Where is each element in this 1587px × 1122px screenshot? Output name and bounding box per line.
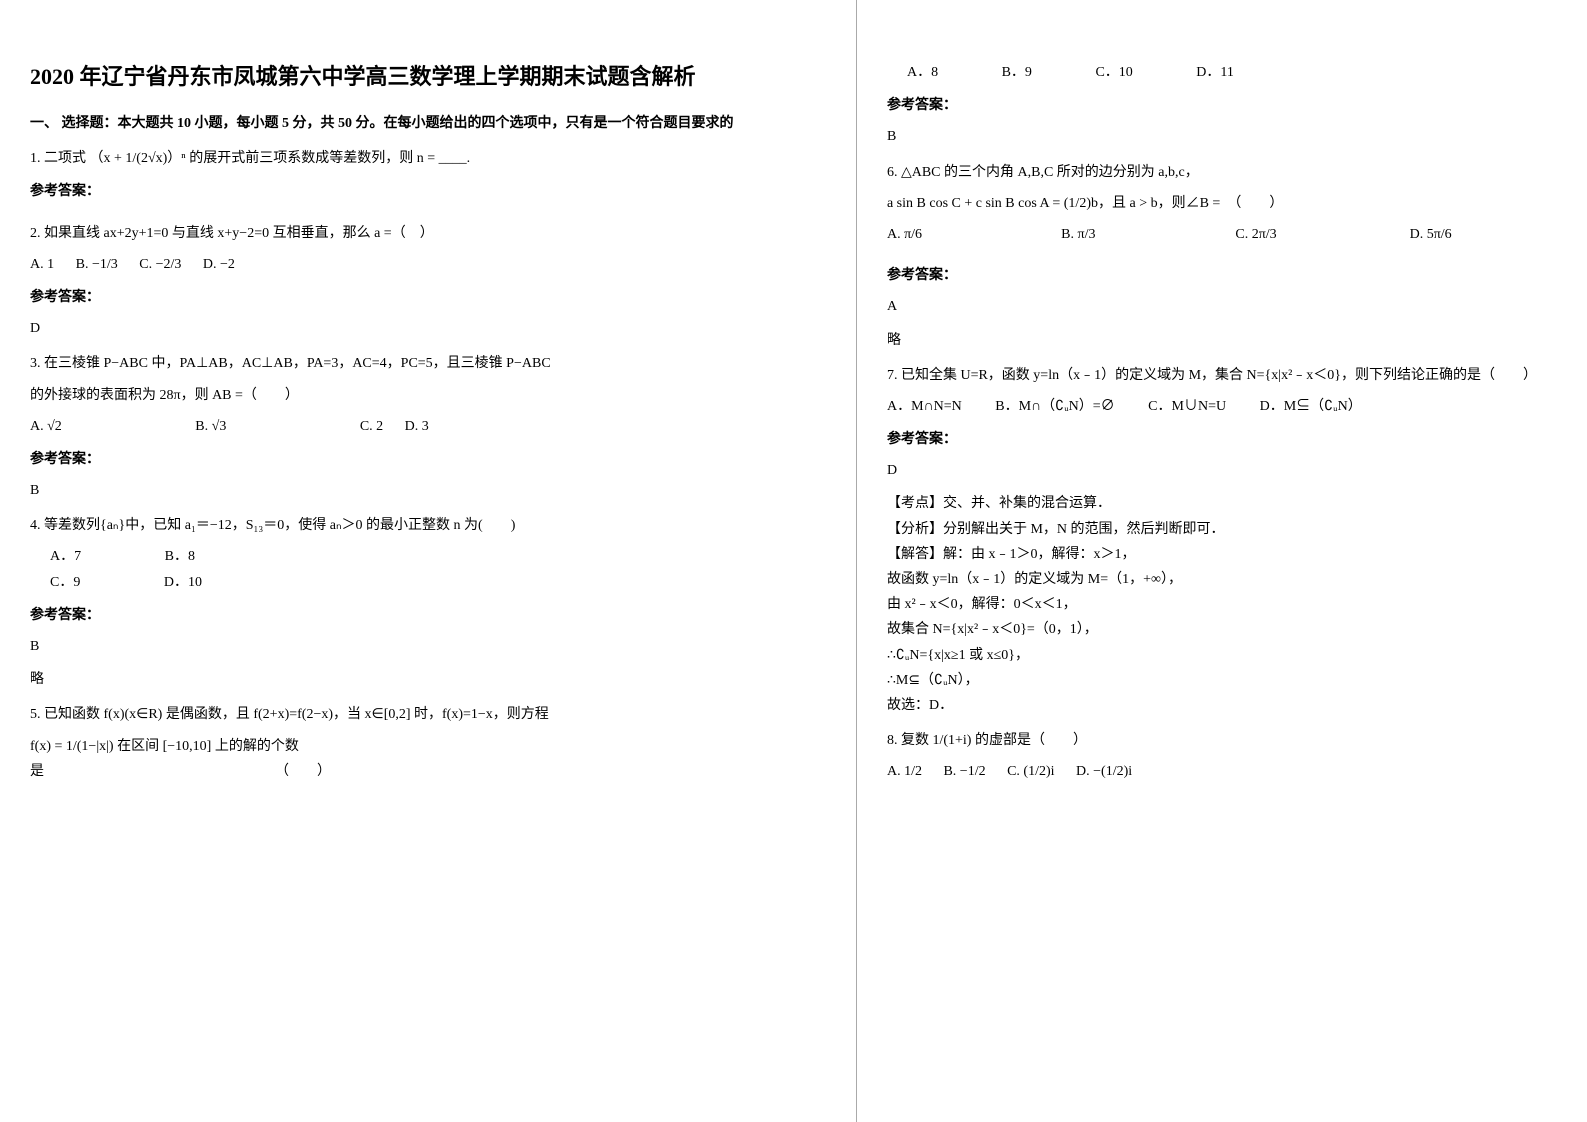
question-5-l3: 是 （ ） — [30, 759, 826, 784]
q3-optB: B. √3 — [195, 414, 226, 439]
question-1: 1. 二项式 （x + 1/(2√x)）ⁿ 的展开式前三项系数成等差数列，则 n… — [30, 146, 826, 171]
answer-label-4: 参考答案： — [30, 603, 826, 628]
q7-exp-analysis: 【分析】分别解出关于 M，N 的范围，然后判断即可． — [887, 517, 1557, 542]
q3-answer: B — [30, 478, 826, 503]
question-5-l1: 5. 已知函数 f(x)(x∈R) 是偶函数，且 f(2+x)=f(2−x)，当… — [30, 702, 826, 727]
question-2: 2. 如果直线 ax+2y+1=0 与直线 x+y−2=0 互相垂直，那么 a … — [30, 221, 826, 246]
q7-s2: 由 x²﹣x＜0，解得：0＜x＜1， — [887, 592, 1557, 617]
q7-s4: ∴∁ᵤN={x|x≥1 或 x≤0}， — [887, 643, 1557, 668]
page-title: 2020 年辽宁省丹东市凤城第六中学高三数学理上学期期末试题含解析 — [30, 60, 826, 93]
q5-answer: B — [887, 124, 1557, 149]
q5-optA: A．8 — [907, 60, 938, 85]
q3-optC: C. 2 — [360, 414, 383, 439]
q8-optA: A. 1/2 — [887, 759, 922, 784]
q6-optB: B. π/3 — [1061, 222, 1208, 247]
q8-optD: D. −(1/2)i — [1076, 759, 1132, 784]
q3-options: A. √2 B. √3 C. 2 D. 3 — [30, 414, 826, 439]
answer-label-3: 参考答案： — [30, 447, 826, 472]
q5-options: A．8 B．9 C．10 D．11 — [887, 60, 1557, 85]
answer-label-7: 参考答案： — [887, 427, 1557, 452]
q7-optD: D．M⊆（∁ᵤN） — [1260, 394, 1362, 419]
q3-optD: D. 3 — [405, 414, 429, 439]
q8-optB: B. −1/2 — [943, 759, 985, 784]
question-3-l2: 的外接球的表面积为 28π，则 AB =（ ） — [30, 383, 826, 408]
q7-s1: 故函数 y=ln（x﹣1）的定义域为 M=（1，+∞）， — [887, 567, 1557, 592]
q7-s3: 故集合 N={x|x²﹣x＜0}=（0，1）， — [887, 617, 1557, 642]
q2-optB: B. −1/3 — [76, 252, 118, 277]
q8-optC: C. (1/2)i — [1007, 759, 1054, 784]
q4-note: 略 — [30, 667, 826, 692]
q4-optD: D．10 — [164, 570, 202, 595]
q6-optD: D. 5π/6 — [1410, 222, 1557, 247]
q6-optC: C. 2π/3 — [1235, 222, 1382, 247]
q7-s6: 故选：D． — [887, 693, 1557, 718]
q1-formula: （x + 1/(2√x)）ⁿ — [90, 151, 186, 166]
q2-optC: C. −2/3 — [139, 252, 181, 277]
question-3-l1: 3. 在三棱锥 P−ABC 中，PA⊥AB，AC⊥AB，PA=3，AC=4，PC… — [30, 351, 826, 376]
answer-label-6: 参考答案： — [887, 263, 1557, 288]
q2-answer: D — [30, 316, 826, 341]
q5-optB: B．9 — [1002, 60, 1032, 85]
q7-optB: B．M∩（∁ᵤN）=∅ — [995, 394, 1114, 419]
answer-label-1: 参考答案： — [30, 179, 826, 204]
q4-optA: A．7 — [50, 544, 81, 569]
question-4: 4. 等差数列{aₙ}中，已知 a₁＝−12，S₁₃＝0，使得 aₙ＞0 的最小… — [30, 513, 826, 538]
q5-optC: C．10 — [1095, 60, 1132, 85]
q4-row1: A．7 B．8 — [30, 544, 826, 569]
question-6-l2: a sin B cos C + c sin B cos A = (1/2)b，且… — [887, 191, 1557, 216]
q4-optC: C．9 — [50, 570, 80, 595]
q7-options: A．M∩N=N B．M∩（∁ᵤN）=∅ C．M∪N=U D．M⊆（∁ᵤN） — [887, 394, 1557, 419]
q3-optA: A. √2 — [30, 414, 62, 439]
question-5-l2: f(x) = 1/(1−|x|) 在区间 [−10,10] 上的解的个数 — [30, 734, 826, 759]
q6-note: 略 — [887, 328, 1557, 353]
q1-pre: 1. 二项式 — [30, 151, 86, 166]
q1-post: 的展开式前三项系数成等差数列，则 n = ____. — [189, 151, 470, 166]
answer-label-2: 参考答案： — [30, 285, 826, 310]
q2-optA: A. 1 — [30, 252, 54, 277]
q6-answer: A — [887, 294, 1557, 319]
q4-optB: B．8 — [165, 544, 195, 569]
question-6-l1: 6. △ABC 的三个内角 A,B,C 所对的边分别为 a,b,c， — [887, 160, 1557, 185]
q4-row2: C．9 D．10 — [30, 570, 826, 595]
section-header: 一、 选择题：本大题共 10 小题，每小题 5 分，共 50 分。在每小题给出的… — [30, 111, 826, 136]
answer-label-5: 参考答案： — [887, 93, 1557, 118]
q7-answer: D — [887, 458, 1557, 483]
q2-optD: D. −2 — [203, 252, 235, 277]
q5-optD: D．11 — [1196, 60, 1234, 85]
q6-optA: A. π/6 — [887, 222, 1034, 247]
question-8: 8. 复数 1/(1+i) 的虚部是（ ） — [887, 728, 1557, 753]
q7-optC: C．M∪N=U — [1148, 394, 1226, 419]
q4-answer: B — [30, 634, 826, 659]
q2-options: A. 1 B. −1/3 C. −2/3 D. −2 — [30, 252, 826, 277]
q6-options: A. π/6 B. π/3 C. 2π/3 D. 5π/6 — [887, 222, 1557, 247]
question-7: 7. 已知全集 U=R，函数 y=ln（x﹣1）的定义域为 M，集合 N={x|… — [887, 363, 1557, 388]
q7-exp-solve: 【解答】解：由 x﹣1＞0，解得：x＞1， — [887, 542, 1557, 567]
q8-options: A. 1/2 B. −1/2 C. (1/2)i D. −(1/2)i — [887, 759, 1557, 784]
q7-s5: ∴M⊆（∁ᵤN）， — [887, 668, 1557, 693]
q7-exp-tag: 【考点】交、并、补集的混合运算． — [887, 491, 1557, 516]
q7-optA: A．M∩N=N — [887, 394, 962, 419]
